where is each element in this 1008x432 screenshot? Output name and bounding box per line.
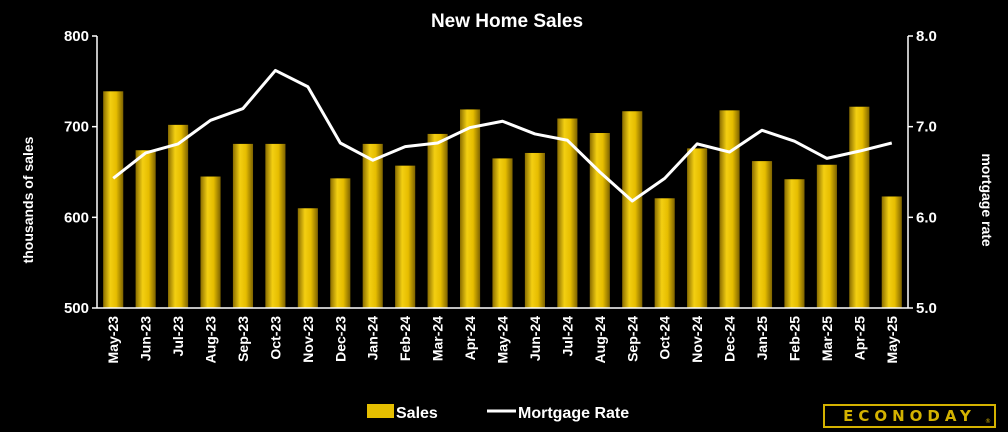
x-tick-label: Jun-24 <box>527 316 543 361</box>
sales-bar-aug-24 <box>589 133 610 308</box>
x-tick-label: Feb-24 <box>397 316 413 361</box>
legend: Sales Mortgage Rate <box>367 404 629 422</box>
x-tick-label: Dec-24 <box>722 316 738 362</box>
x-tick-label: May-24 <box>495 316 511 364</box>
mortgage-rate-line <box>112 68 893 203</box>
sales-bar-aug-23 <box>200 176 221 308</box>
sales-bar-sep-24 <box>622 111 643 308</box>
x-tick-label: Jan-24 <box>365 316 381 361</box>
sales-bar-jun-23 <box>135 150 156 308</box>
sales-bar-oct-24 <box>654 198 675 308</box>
sales-bar-jun-24 <box>524 152 545 308</box>
left-tick-label: 600 <box>64 209 89 226</box>
sales-bar-mar-24 <box>427 133 448 308</box>
x-tick-label: Oct-24 <box>657 316 673 360</box>
x-tick-label: Dec-23 <box>332 316 348 362</box>
legend-sales-label: Sales <box>396 405 438 422</box>
sales-bar-nov-23 <box>297 208 318 308</box>
x-tick-label: Sep-23 <box>235 316 251 362</box>
x-tick-label: Nov-23 <box>300 316 316 363</box>
x-tick-label: Mar-25 <box>819 316 835 361</box>
sales-bar-dec-24 <box>719 110 740 308</box>
sales-bar-apr-24 <box>460 109 481 308</box>
right-tick-label: 5.0 <box>916 300 937 317</box>
left-tick-label: 500 <box>64 300 89 317</box>
x-tick-label: Feb-25 <box>786 316 802 361</box>
sales-bars <box>103 91 902 308</box>
sales-bar-nov-24 <box>687 148 708 308</box>
right-tick-label: 6.0 <box>916 209 937 226</box>
x-tick-label: May-23 <box>105 316 121 364</box>
legend-mortgage-rate-label: Mortgage Rate <box>518 405 629 422</box>
left-axis-title: thousands of sales <box>20 136 36 263</box>
x-tick-label: Aug-23 <box>203 316 219 364</box>
left-tick-label: 800 <box>64 28 89 45</box>
x-tick-label: Apr-25 <box>851 316 867 361</box>
sales-bar-may-23 <box>103 91 124 308</box>
x-axis-ticks: May-23 Jun-23 Jul-23 Aug-23 Sep-23 Oct-23 Nov-… <box>105 316 900 364</box>
sales-bar-sep-23 <box>232 143 254 308</box>
left-tick-label: 700 <box>64 119 89 136</box>
sales-bar-oct-23 <box>265 143 286 308</box>
sales-bar-mar-25 <box>816 164 837 308</box>
left-axis-ticks: 500 600 700 800 <box>64 28 97 317</box>
x-tick-label: Sep-24 <box>624 316 640 362</box>
sales-bar-may-24 <box>492 158 513 308</box>
x-tick-label: Jan-25 <box>754 316 770 361</box>
econoday-logo-text: ECONODAY <box>843 407 976 425</box>
sales-bar-jul-23 <box>168 124 189 308</box>
sales-bar-feb-25 <box>784 179 805 308</box>
sales-bar-feb-24 <box>395 165 416 308</box>
legend-sales-swatch <box>367 404 394 418</box>
right-tick-label: 8.0 <box>916 28 937 45</box>
registered-mark-icon: ® <box>985 418 991 425</box>
x-tick-label: Apr-24 <box>462 316 478 361</box>
sales-bar-jan-25 <box>751 161 773 308</box>
sales-bar-jul-24 <box>557 118 578 308</box>
chart-title: New Home Sales <box>431 11 583 32</box>
x-tick-label: Nov-24 <box>689 316 705 363</box>
sales-bar-apr-25 <box>849 106 870 308</box>
x-tick-label: Aug-24 <box>592 316 608 364</box>
econoday-logo: ECONODAY ® <box>823 404 996 428</box>
sales-bar-may-25 <box>881 196 902 308</box>
x-tick-label: May-25 <box>884 316 900 364</box>
x-tick-label: Jul-24 <box>559 316 575 357</box>
right-axis-ticks: 5.0 6.0 7.0 8.0 <box>908 28 937 317</box>
x-tick-label: Jun-23 <box>138 316 154 361</box>
x-tick-label: Mar-24 <box>430 316 446 361</box>
right-tick-label: 7.0 <box>916 119 937 136</box>
sales-bar-dec-23 <box>330 178 351 308</box>
right-axis-title: mortgage rate <box>979 153 995 247</box>
x-tick-label: Jul-23 <box>170 316 186 357</box>
sales-bar-jan-24 <box>362 143 383 308</box>
x-tick-label: Oct-23 <box>267 316 283 360</box>
